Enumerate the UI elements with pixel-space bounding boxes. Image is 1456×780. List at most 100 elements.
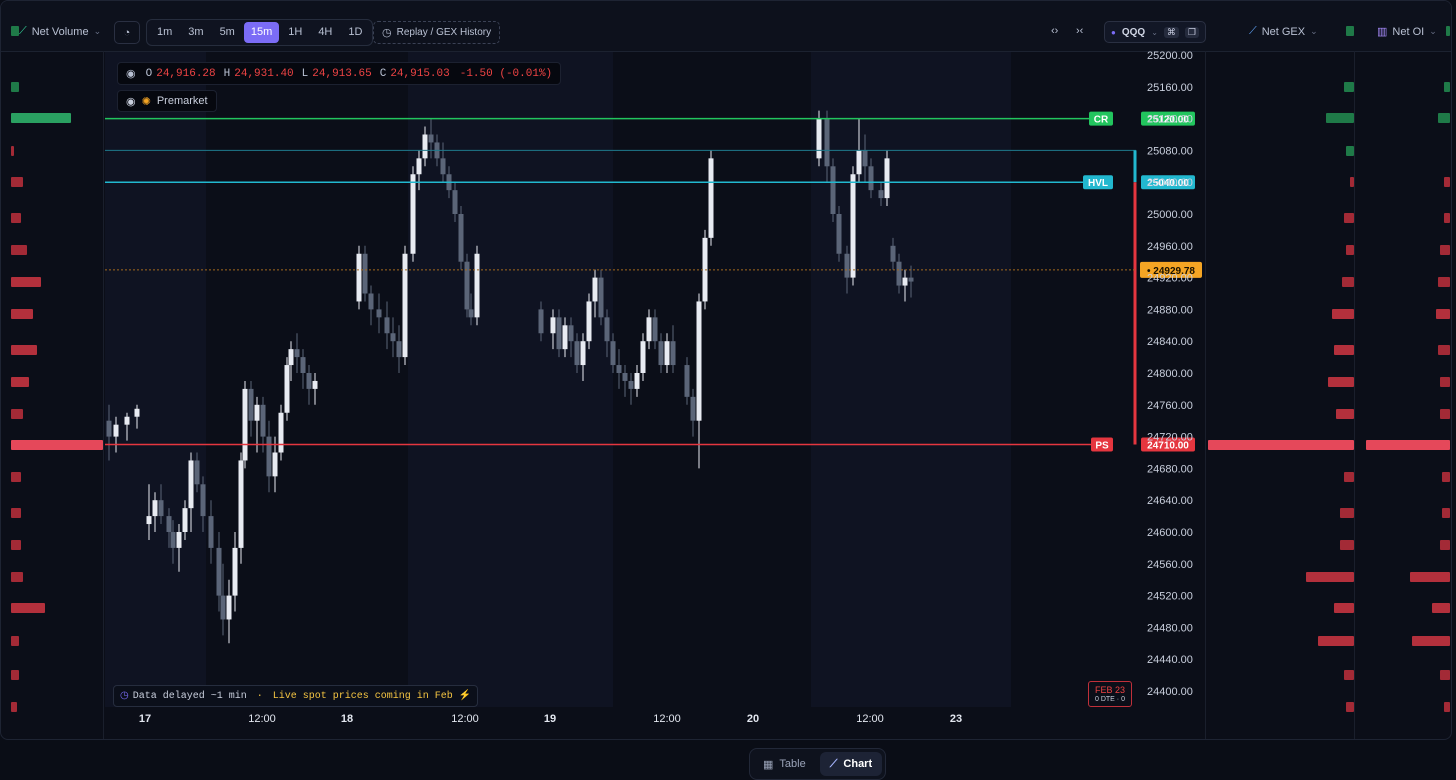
hvl-level-value-box: [1141, 175, 1195, 190]
price-tick-label: 24560.00: [1147, 559, 1193, 571]
ohlc-open: 24,916.28: [156, 67, 216, 80]
clock-icon: ◷: [382, 27, 392, 39]
ohlc-low: 24,913.65: [312, 67, 372, 80]
candle-body: [200, 484, 206, 517]
net-oi-bar: [1440, 377, 1450, 387]
ps-level-value-box: [1141, 437, 1195, 452]
timeframe-15m[interactable]: 15m: [243, 22, 280, 43]
link-icon[interactable]: ⌘: [1163, 26, 1179, 38]
candle-body: [422, 134, 428, 159]
candle-body: [113, 424, 119, 437]
net-volume-bar: [11, 540, 21, 550]
tab-chart[interactable]: ⟋ Chart: [819, 752, 883, 776]
price-tick-label: 24960.00: [1147, 241, 1193, 253]
tab-table[interactable]: ▦ Table: [753, 752, 816, 776]
candle-body: [306, 373, 312, 389]
price-tick-label: 24400.00: [1147, 686, 1193, 698]
net-volume-bar: [11, 213, 21, 223]
expand-button[interactable]: ‹›: [1051, 25, 1058, 37]
net-gex-bar: [1346, 702, 1354, 712]
net-volume-bar: [11, 670, 19, 680]
candle-body: [188, 460, 194, 509]
notice-separator: ·: [250, 690, 269, 702]
candle-body: [868, 166, 874, 191]
expiry-sub: 0 DTE · 0: [1095, 695, 1125, 703]
price-tick-label: 25080.00: [1147, 145, 1193, 157]
timeframe-3m[interactable]: 3m: [188, 26, 204, 38]
symbol-selector[interactable]: ● QQQ ⌄ ⌘ ❐: [1104, 21, 1206, 43]
timeframe-5m[interactable]: 5m: [219, 26, 235, 38]
price-chart[interactable]: CR 25120.00 HVL 25040.00 PS 24710.00 • 24929.7…: [1, 1, 1451, 739]
net-gex-bar: [1328, 377, 1354, 387]
candle-body: [182, 508, 188, 532]
notice-prefix: Data delayed ~1 min: [132, 690, 247, 702]
candle-body: [550, 317, 556, 334]
net-volume-selector[interactable]: ⟋ Net Volume ⌄: [19, 25, 101, 38]
net-oi-bar: [1436, 309, 1450, 319]
eye-icon[interactable]: ◉: [126, 95, 136, 108]
candle-body: [260, 404, 266, 437]
symbol-dot-icon: ●: [1111, 27, 1116, 37]
expiry-badge[interactable]: FEB 23 0 DTE · 0: [1088, 681, 1132, 707]
net-oi-selector[interactable]: ▥ Net OI ⌄: [1377, 25, 1437, 39]
net-volume-bar: [11, 245, 27, 255]
timeframe-1m[interactable]: 1m: [157, 26, 173, 38]
panel-divider: [1354, 51, 1355, 739]
palette-button[interactable]: ◔: [114, 21, 140, 44]
net-gex-selector[interactable]: ⟋ Net GEX ⌄: [1249, 25, 1318, 38]
tab-chart-label: Chart: [843, 758, 873, 770]
price-tick-label: 24720.00: [1147, 432, 1193, 444]
app-frame: ⟋ Net Volume ⌄ ◔ 1m 3m 5m 15m 1H 4H 1D ◷…: [0, 0, 1452, 740]
collapse-button[interactable]: ›‹: [1076, 25, 1083, 37]
net-oi-bar: [1438, 345, 1450, 355]
candle-body: [696, 301, 702, 421]
net-gex-bar: [1306, 572, 1354, 582]
candle-body: [410, 174, 416, 254]
net-oi-bar: [1366, 440, 1450, 450]
candle-body: [890, 245, 896, 262]
cr-level-value-label: 25120.00: [1147, 115, 1189, 126]
net-gex-bar: [1334, 603, 1354, 613]
net-oi-bar: [1440, 245, 1450, 255]
net-oi-label: Net OI: [1392, 25, 1425, 38]
candle-body: [440, 158, 446, 175]
price-tick-label: 24920.00: [1147, 273, 1193, 285]
candle-body: [836, 214, 842, 254]
time-tick-label: 18: [341, 713, 353, 725]
timeframe-1h[interactable]: 1H: [288, 26, 303, 38]
cr-level-value-box: [1141, 111, 1195, 126]
net-gex-bar: [1344, 213, 1354, 223]
candle-body: [312, 380, 318, 389]
timeframe-4h[interactable]: 4H: [318, 26, 333, 38]
replay-gex-history-button[interactable]: ◷ Replay / GEX History: [373, 21, 501, 44]
net-volume-bar: [11, 26, 19, 36]
window-icon[interactable]: ❐: [1184, 26, 1199, 38]
candle-body: [850, 174, 856, 278]
premarket-toggle[interactable]: ◉ ✺ Premarket: [117, 90, 217, 112]
time-tick-label: 12:00: [653, 713, 681, 725]
ps-level-tag-label: PS: [1095, 441, 1109, 452]
candle-body: [568, 325, 574, 342]
candle-body: [474, 253, 480, 318]
net-gex-bar: [1334, 345, 1354, 355]
price-tick-label: 24520.00: [1147, 591, 1193, 603]
net-gex-bar: [1350, 177, 1354, 187]
eye-icon[interactable]: ◉: [126, 68, 136, 81]
candle-body: [362, 253, 368, 294]
net-oi-bar: [1442, 508, 1450, 518]
net-volume-bar: [11, 603, 45, 613]
timeframe-1d[interactable]: 1D: [348, 26, 363, 38]
time-tick-label: 20: [747, 713, 759, 725]
candle-body: [556, 317, 562, 350]
chevron-down-icon: ⌄: [1310, 26, 1318, 36]
net-oi-bar: [1440, 670, 1450, 680]
time-tick-label: 12:00: [451, 713, 479, 725]
candle-body: [464, 261, 470, 310]
price-tick-label: 24640.00: [1147, 495, 1193, 507]
net-gex-bar: [1340, 540, 1354, 550]
net-oi-bar: [1444, 702, 1450, 712]
candle-body: [232, 547, 238, 596]
data-delay-notice: ◷ Data delayed ~1 min · Live spot prices…: [113, 685, 479, 707]
candle-body: [158, 500, 164, 517]
time-tick-label: 17: [139, 713, 151, 725]
